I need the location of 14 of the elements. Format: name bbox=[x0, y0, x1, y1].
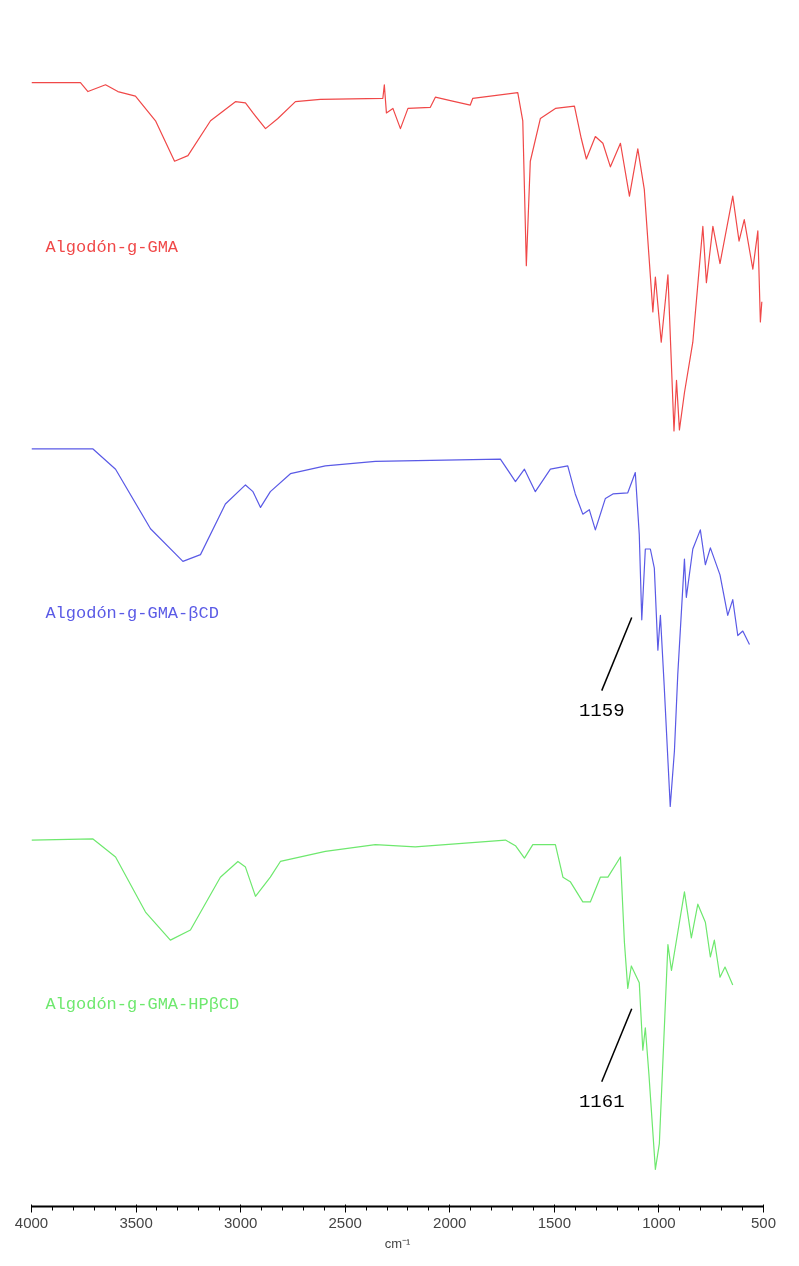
text: Algodón-g-GMA bbox=[45, 237, 179, 257]
x-tick-label: 1000 bbox=[642, 1213, 676, 1231]
text: Algodón-g-GMA-βCD bbox=[45, 604, 219, 624]
x-tick-label: 2500 bbox=[328, 1213, 362, 1231]
text: Algodón-g-GMA-HPβCD bbox=[45, 995, 240, 1015]
x-tick-label: 2000 bbox=[433, 1213, 467, 1231]
x-tick-label: 4000 bbox=[14, 1213, 49, 1231]
x-tick-label: 3500 bbox=[119, 1213, 153, 1231]
x-tick-label: 3000 bbox=[223, 1213, 258, 1231]
annotation: 1161 bbox=[578, 1091, 625, 1114]
x-axis-title: cm⁻¹ bbox=[384, 1235, 411, 1251]
x-tick-label: 1500 bbox=[537, 1213, 572, 1231]
x-tick-label: 500 bbox=[750, 1213, 777, 1231]
annotation: 1159 bbox=[578, 700, 625, 723]
